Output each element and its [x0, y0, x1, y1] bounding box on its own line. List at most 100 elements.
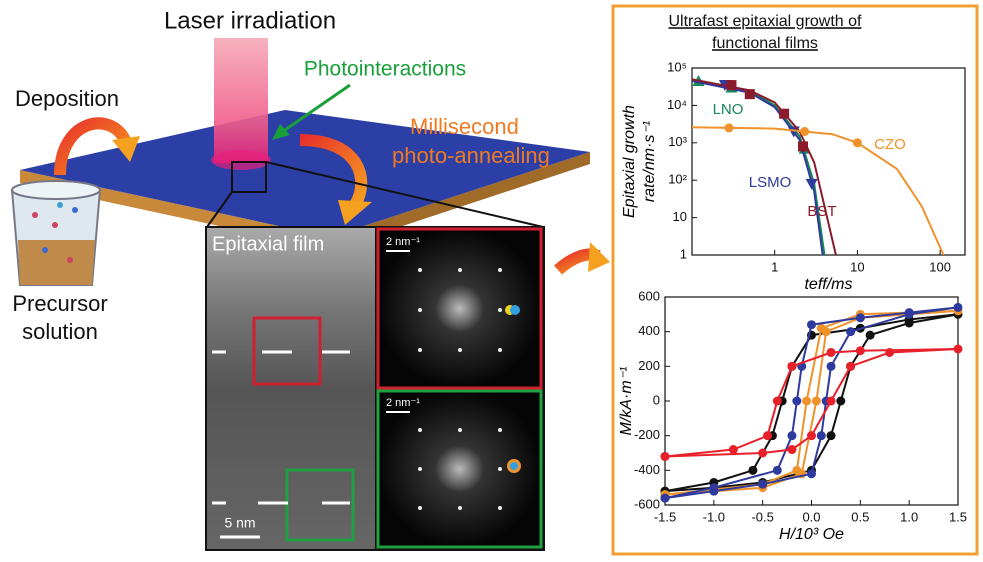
tem-roi [252, 316, 322, 386]
marker [763, 431, 773, 441]
fft-scale-label: 2 nm⁻¹ [386, 397, 420, 409]
marker [660, 493, 670, 503]
plot-frame [691, 67, 966, 256]
marker [807, 469, 816, 479]
film-label: Epitaxial film [212, 233, 324, 255]
marker [792, 396, 802, 406]
marker [852, 138, 862, 148]
x-tick-label: 0.0 [802, 509, 820, 524]
series-label: LSMO [749, 174, 792, 191]
series-line [665, 313, 958, 493]
y-axis-label: Epitaxial growth [621, 105, 638, 218]
results-panel [611, 4, 979, 556]
marker [758, 448, 768, 458]
y-axis-label: rate/nm·s⁻¹ [641, 121, 658, 202]
y-tick-label: 10³ [668, 134, 687, 149]
marker [807, 320, 816, 330]
y-tick-label: 10² [668, 172, 687, 187]
marker [805, 178, 818, 190]
marker [855, 346, 865, 356]
series-line [692, 80, 824, 255]
marker [802, 396, 812, 406]
marker [855, 313, 865, 323]
x-tick-label: 1.5 [949, 509, 967, 524]
panel-title: functional films [712, 35, 818, 52]
marker [826, 361, 836, 371]
x-tick-label: -0.5 [751, 509, 773, 524]
marker [709, 483, 719, 493]
marker [816, 431, 826, 441]
y-tick-label: 400 [638, 323, 660, 338]
precursor-label: Precursor [12, 291, 107, 316]
marker [792, 465, 802, 475]
annealing-arrow [299, 134, 368, 209]
molecules [32, 202, 78, 263]
y-tick-label: 0 [653, 392, 660, 407]
y-tick-label: 600 [638, 288, 660, 303]
marker [726, 80, 737, 91]
marker [807, 431, 816, 441]
zoom-region [231, 161, 267, 193]
marker [953, 344, 963, 354]
x-tick-label: 10 [850, 259, 864, 274]
y-tick-label: 1 [680, 246, 687, 261]
annealing-arrowhead [338, 200, 372, 225]
annealing-label: Millisecond [410, 114, 519, 139]
photo-label: Photointeractions [304, 58, 466, 81]
marker [772, 465, 782, 475]
substrate-side [330, 152, 590, 250]
fft-marker [510, 462, 518, 470]
marker [798, 141, 809, 152]
fft-scale-label: 2 nm⁻¹ [386, 236, 420, 248]
marker [724, 123, 734, 133]
x-tick-label: 100 [929, 259, 951, 274]
tem-image [207, 228, 375, 549]
marker [728, 445, 738, 455]
x-tick-label: 1 [771, 259, 778, 274]
y-tick-label: -600 [634, 496, 660, 511]
y-tick-label: 10 [673, 209, 687, 224]
marker [744, 89, 755, 100]
fft-marker [510, 305, 520, 315]
deposition-label: Deposition [15, 86, 119, 111]
photo-arrowhead [272, 124, 290, 140]
marker [787, 361, 797, 371]
precursor-liquid [18, 240, 95, 285]
annealing-label: photo-annealing [392, 143, 550, 168]
laser-beam [214, 38, 268, 163]
series-label: LNO [713, 101, 744, 118]
marker [787, 445, 797, 455]
marker [816, 323, 826, 333]
marker [660, 451, 670, 461]
x-tick-label: 1.0 [900, 509, 918, 524]
marker [787, 431, 797, 441]
deposition-arrow [54, 117, 131, 176]
marker [826, 347, 836, 357]
panel-title: Ultrafast epitaxial growth of [669, 13, 863, 30]
x-tick-label: -1.0 [703, 509, 725, 524]
marker [800, 127, 810, 137]
marker [846, 361, 856, 371]
y-tick-label: -400 [634, 462, 660, 477]
y-tick-label: -200 [634, 427, 660, 442]
zoom-line [265, 161, 544, 228]
marker [836, 396, 846, 406]
x-axis-label: H/10³ Oe [779, 526, 844, 543]
marker [748, 465, 758, 475]
series-label: CZO [874, 136, 906, 153]
marker [772, 396, 782, 406]
charts: 1 10 100 1 10 10² 10³ 10⁴ 10⁵ teff/ms Epitaxial gr… [618, 59, 967, 543]
series-label: BST [807, 203, 836, 220]
marker [779, 108, 790, 119]
precursor-label: solution [22, 319, 98, 344]
marker [846, 327, 856, 337]
y-axis-label: M/kA·m⁻¹ [618, 367, 635, 436]
interface-marks [212, 350, 350, 539]
deposition-arrowhead [112, 136, 140, 162]
x-tick-label: 0.5 [851, 509, 869, 524]
laser-spot [211, 150, 271, 170]
marker [811, 396, 821, 406]
scale-bar-label: 5 nm [224, 515, 255, 531]
y-tick-label: 200 [638, 358, 660, 373]
